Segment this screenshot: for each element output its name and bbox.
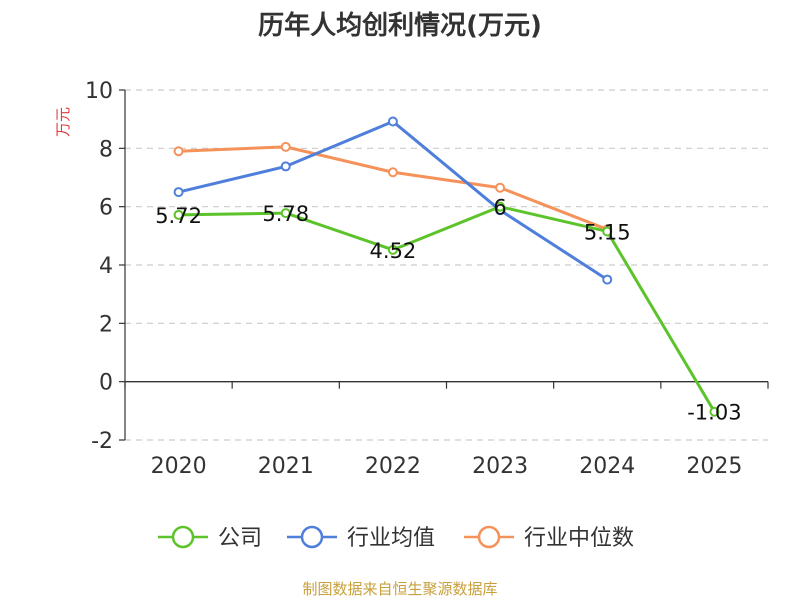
y-axis-label: 万元 bbox=[54, 107, 72, 137]
series-line bbox=[178, 205, 716, 413]
data-label-layer: 5.72 5.78 4.52 6 5.15 -1.03 bbox=[155, 196, 741, 425]
data-point[interactable] bbox=[495, 182, 506, 193]
footer-source: 制图数据来自恒生聚源数据库 bbox=[302, 580, 497, 598]
data-point[interactable] bbox=[709, 406, 720, 417]
data-point[interactable] bbox=[280, 141, 291, 152]
data-label: 5.15 bbox=[584, 220, 631, 244]
y-tick-label: 6 bbox=[99, 196, 113, 221]
data-point[interactable] bbox=[280, 161, 291, 172]
data-point[interactable] bbox=[280, 208, 291, 219]
y-tick-label: -2 bbox=[91, 429, 113, 454]
x-tick-label: 2024 bbox=[579, 454, 635, 479]
data-point[interactable] bbox=[387, 167, 398, 178]
axis-layer: -2 0 2 4 6 8 10 2020 2021 2022 2023 2024 2025 bbox=[85, 79, 769, 479]
y-tick-label: 0 bbox=[99, 371, 113, 396]
legend-item[interactable]: 行业中位数 bbox=[524, 526, 634, 551]
data-point[interactable] bbox=[173, 209, 184, 220]
y-tick-label: 2 bbox=[99, 312, 113, 337]
legend-item[interactable]: 行业均值 bbox=[347, 526, 435, 551]
x-tick-label: 2020 bbox=[151, 454, 207, 479]
x-tick-label: 2021 bbox=[258, 454, 314, 479]
legend-swatch-marker bbox=[171, 525, 195, 549]
data-point[interactable] bbox=[173, 187, 184, 198]
grid-layer bbox=[125, 89, 768, 441]
y-tick-label: 4 bbox=[99, 254, 113, 279]
data-point[interactable] bbox=[602, 274, 613, 285]
data-point[interactable] bbox=[387, 244, 398, 255]
data-label: 6 bbox=[493, 196, 506, 220]
legend: 公司 行业均值 行业中位数 bbox=[158, 525, 634, 551]
x-tick-label: 2022 bbox=[365, 454, 421, 479]
series-layer bbox=[173, 116, 720, 417]
x-tick-label: 2025 bbox=[686, 454, 742, 479]
data-point[interactable] bbox=[602, 226, 613, 237]
y-tick-label: 10 bbox=[85, 79, 113, 104]
legend-swatch-marker bbox=[300, 525, 324, 549]
data-point[interactable] bbox=[387, 116, 398, 127]
legend-swatch-marker bbox=[477, 525, 501, 549]
data-label: -1.03 bbox=[687, 401, 741, 425]
y-tick-label: 8 bbox=[99, 137, 113, 162]
data-label: 5.78 bbox=[262, 202, 309, 226]
chart-title: 历年人均创利情况(万元) bbox=[258, 10, 542, 41]
data-label: 4.52 bbox=[370, 239, 417, 263]
x-tick-label: 2023 bbox=[472, 454, 528, 479]
data-point[interactable] bbox=[173, 146, 184, 157]
legend-item[interactable]: 公司 bbox=[218, 526, 262, 551]
data-label: 5.72 bbox=[155, 204, 202, 228]
data-point[interactable] bbox=[495, 201, 506, 212]
